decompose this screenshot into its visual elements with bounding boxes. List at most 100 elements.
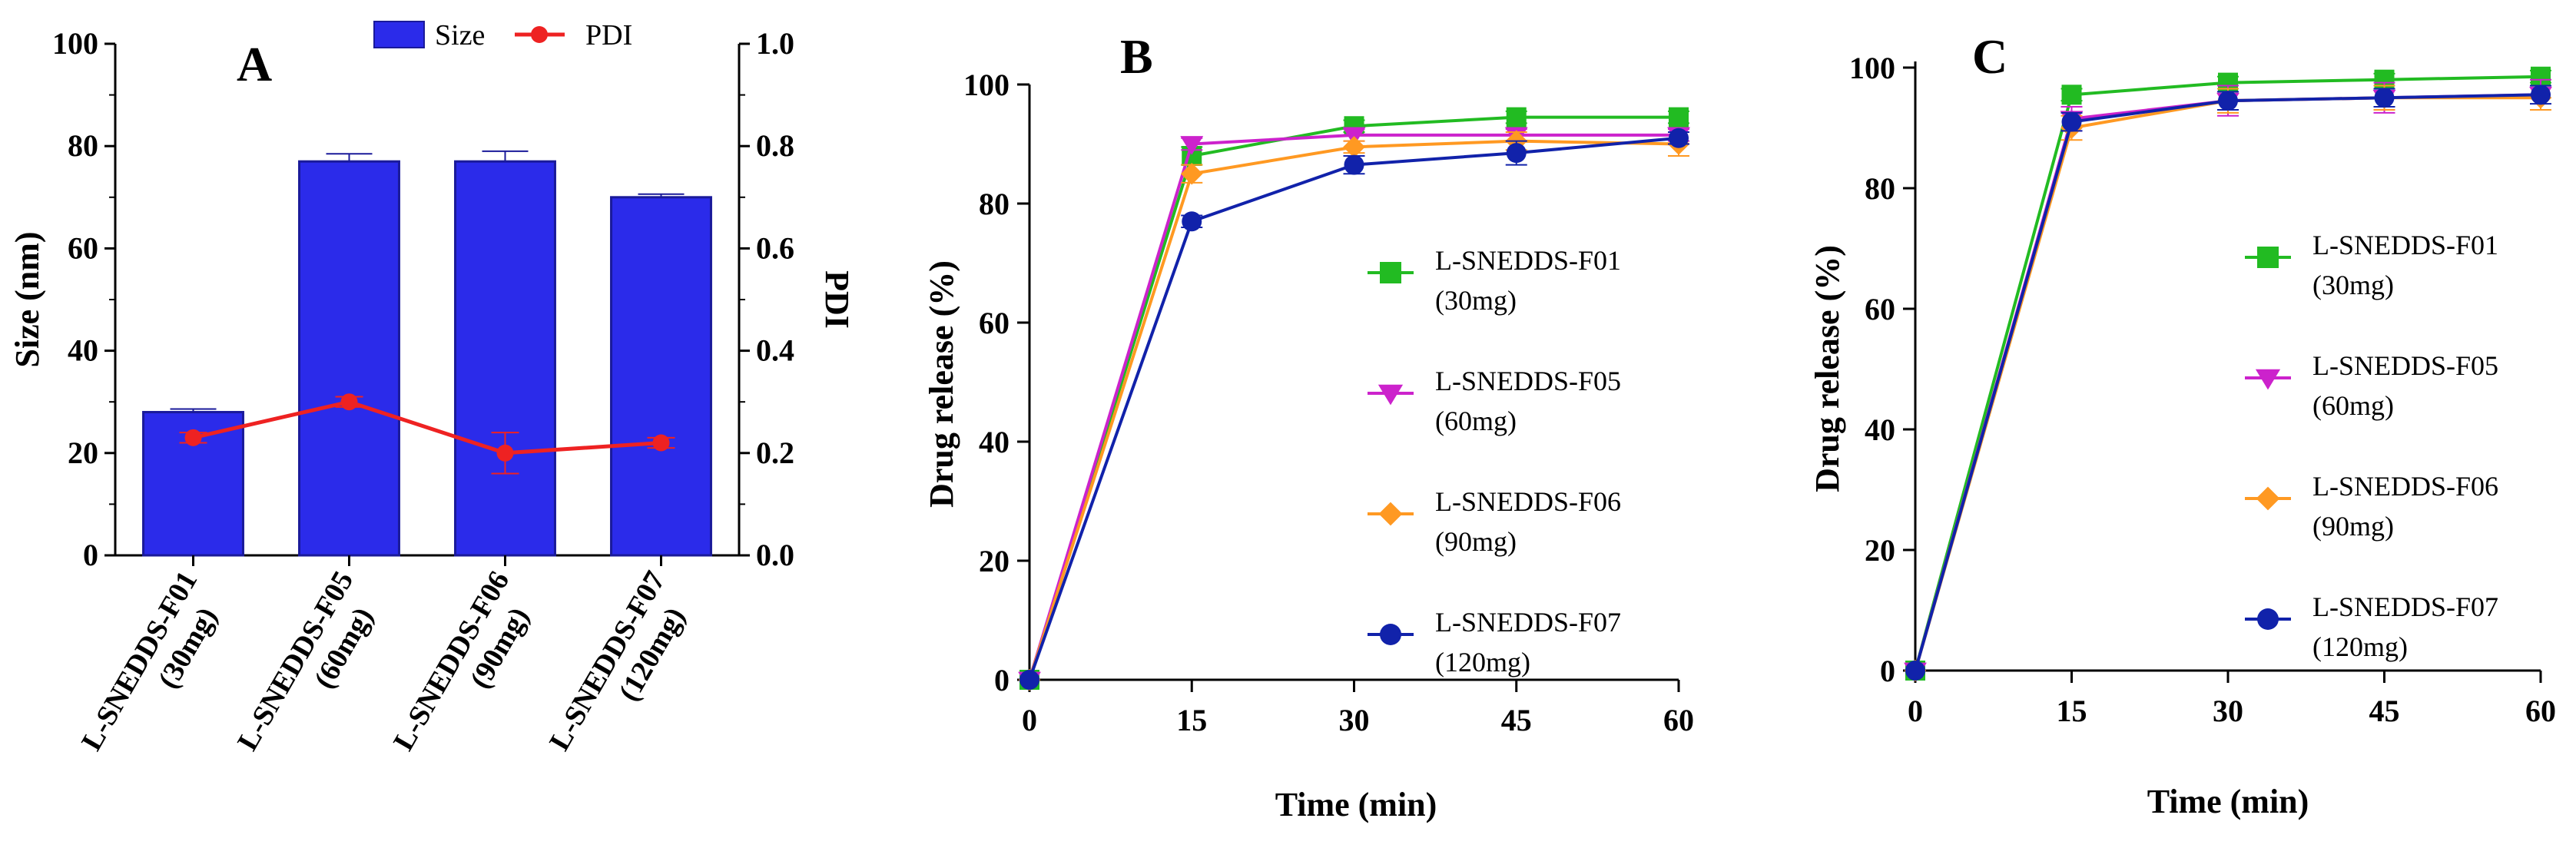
series-point: [1506, 143, 1527, 164]
panel-b-ylabel: Drug release (%): [923, 260, 960, 508]
panel-a-legend: Size PDI: [373, 19, 632, 51]
a-size-bar: [454, 160, 556, 557]
panel-a-pdi-line: [179, 393, 675, 475]
y-tick-label: 100: [1849, 51, 1895, 85]
x-tick-label: 15: [2057, 694, 2087, 728]
legend-marker: [2257, 608, 2279, 630]
a-right-tick-label: 0.8: [756, 128, 794, 163]
panel-b-ticks: 0 20 40 60 80 100 0 15 30 45 60: [963, 68, 1694, 737]
a-pdi-point: [340, 393, 358, 411]
a-pdi-point: [652, 434, 670, 452]
legend-label: L-SNEDDS-F07: [2312, 591, 2498, 622]
legend-label: L-SNEDDS-F05: [2312, 350, 2498, 381]
panel-a-ticks: 0 20 40 60 80 100 0.0 0.2 0.4 0.6 0.8 1.0: [52, 26, 794, 572]
panel-b: B 0 20 40 60 80 100 0 15 30 45 60 Drug release (%)…: [923, 29, 1694, 823]
a-right-tick-label: 1.0: [756, 26, 794, 61]
legend-label: L-SNEDDS-F01: [2312, 230, 2498, 260]
series-point: [1182, 211, 1202, 232]
panel-a-bars: [142, 150, 712, 566]
legend-label: L-SNEDDS-F07: [1435, 607, 1621, 638]
panel-a-y2label: PDI: [818, 270, 856, 329]
legend-dose: (30mg): [2312, 270, 2394, 300]
series-point: [1180, 162, 1203, 185]
y-tick-label: 20: [1865, 533, 1895, 568]
x-tick-label: 30: [2213, 694, 2243, 728]
legend-label: L-SNEDDS-F06: [1435, 486, 1621, 517]
y-tick-label: 40: [979, 425, 1010, 459]
y-tick-label: 80: [979, 187, 1010, 221]
a-left-tick-label: 80: [68, 128, 98, 163]
a-pdi-polyline: [192, 399, 661, 455]
a-left-tick-label: 60: [68, 230, 98, 265]
legend-dose: (120mg): [1435, 647, 1530, 677]
panel-b-letter: B: [1120, 29, 1153, 84]
series-point: [2218, 91, 2238, 111]
x-tick-label: 15: [1176, 703, 1207, 737]
series-point: [1905, 661, 1925, 681]
panel-c-letter: C: [1972, 29, 2007, 84]
series-point: [2061, 111, 2082, 132]
legend-dose: (90mg): [1435, 526, 1517, 557]
series-point: [1669, 107, 1689, 128]
a-right-tick-label: 0.4: [756, 333, 794, 368]
legend-dose: (90mg): [2312, 511, 2394, 542]
legend-marker: [2255, 369, 2281, 390]
series-point: [1019, 670, 1039, 690]
panel-c-series: [1904, 66, 2552, 682]
series-point: [1180, 136, 1204, 155]
a-left-tick-label: 0: [83, 538, 98, 572]
y-tick-label: 60: [979, 306, 1010, 340]
panel-c: C 0 20 40 60 80 100 0 15 30 45 60 Drug release (%)…: [1809, 29, 2556, 820]
a-left-tick-label: 20: [68, 436, 98, 470]
a-size-bar: [610, 196, 712, 557]
legend-marker: [1378, 502, 1403, 526]
legend-size-swatch: [373, 21, 425, 48]
a-left-tick-label: 100: [52, 26, 98, 61]
a-right-tick-label: 0.0: [756, 538, 794, 572]
legend-label: L-SNEDDS-F06: [2312, 471, 2498, 502]
legend-label: L-SNEDDS-F01: [1435, 245, 1621, 276]
x-tick-label: 60: [1663, 703, 1694, 737]
legend-dose: (120mg): [2312, 631, 2408, 662]
legend-size-label: Size: [435, 19, 485, 51]
panel-c-legend: L-SNEDDS-F01 (30mg) L-SNEDDS-F05 (60mg) L-SN…: [2245, 230, 2498, 662]
legend-label: L-SNEDDS-F05: [1435, 366, 1621, 396]
series-point: [2061, 84, 2082, 105]
series-point: [1506, 107, 1527, 128]
a-left-tick-label: 40: [68, 333, 98, 368]
x-tick-label: 0: [1908, 694, 1923, 728]
a-size-bar: [298, 160, 400, 557]
series-point: [2374, 88, 2395, 108]
panel-b-xlabel: Time (min): [1275, 786, 1437, 823]
legend-dose: (60mg): [1435, 406, 1517, 436]
y-tick-label: 100: [963, 68, 1010, 102]
x-tick-label: 0: [1022, 703, 1037, 737]
series-point: [2531, 84, 2551, 105]
legend-dose: (60mg): [2312, 390, 2394, 421]
legend-pdi-label: PDI: [585, 19, 632, 51]
legend-marker: [1380, 624, 1401, 645]
y-tick-label: 20: [979, 544, 1010, 578]
x-tick-label: 60: [2525, 694, 2556, 728]
y-tick-label: 40: [1865, 412, 1895, 447]
a-pdi-point: [184, 429, 202, 446]
legend-marker: [2257, 247, 2279, 268]
panel-b-series: [1018, 107, 1690, 691]
legend-dose: (30mg): [1435, 285, 1517, 316]
a-right-tick-label: 0.6: [756, 230, 794, 265]
a-pdi-point: [496, 444, 514, 462]
panel-b-legend: L-SNEDDS-F01 (30mg) L-SNEDDS-F05 (60mg) L-SN…: [1368, 245, 1621, 677]
legend-marker: [1378, 384, 1404, 406]
panel-c-ylabel: Drug release (%): [1809, 245, 1846, 492]
panel-c-xlabel: Time (min): [2147, 783, 2309, 820]
a-right-tick-label: 0.2: [756, 436, 794, 470]
y-tick-label: 80: [1865, 171, 1895, 206]
x-tick-label: 30: [1339, 703, 1370, 737]
legend-marker: [2256, 486, 2280, 511]
x-tick-label: 45: [1501, 703, 1532, 737]
panel-a-letter: A: [237, 37, 272, 91]
y-tick-label: 0: [994, 663, 1010, 697]
panel-a-ylabel: Size (nm): [8, 231, 46, 367]
series-point: [1669, 128, 1689, 148]
